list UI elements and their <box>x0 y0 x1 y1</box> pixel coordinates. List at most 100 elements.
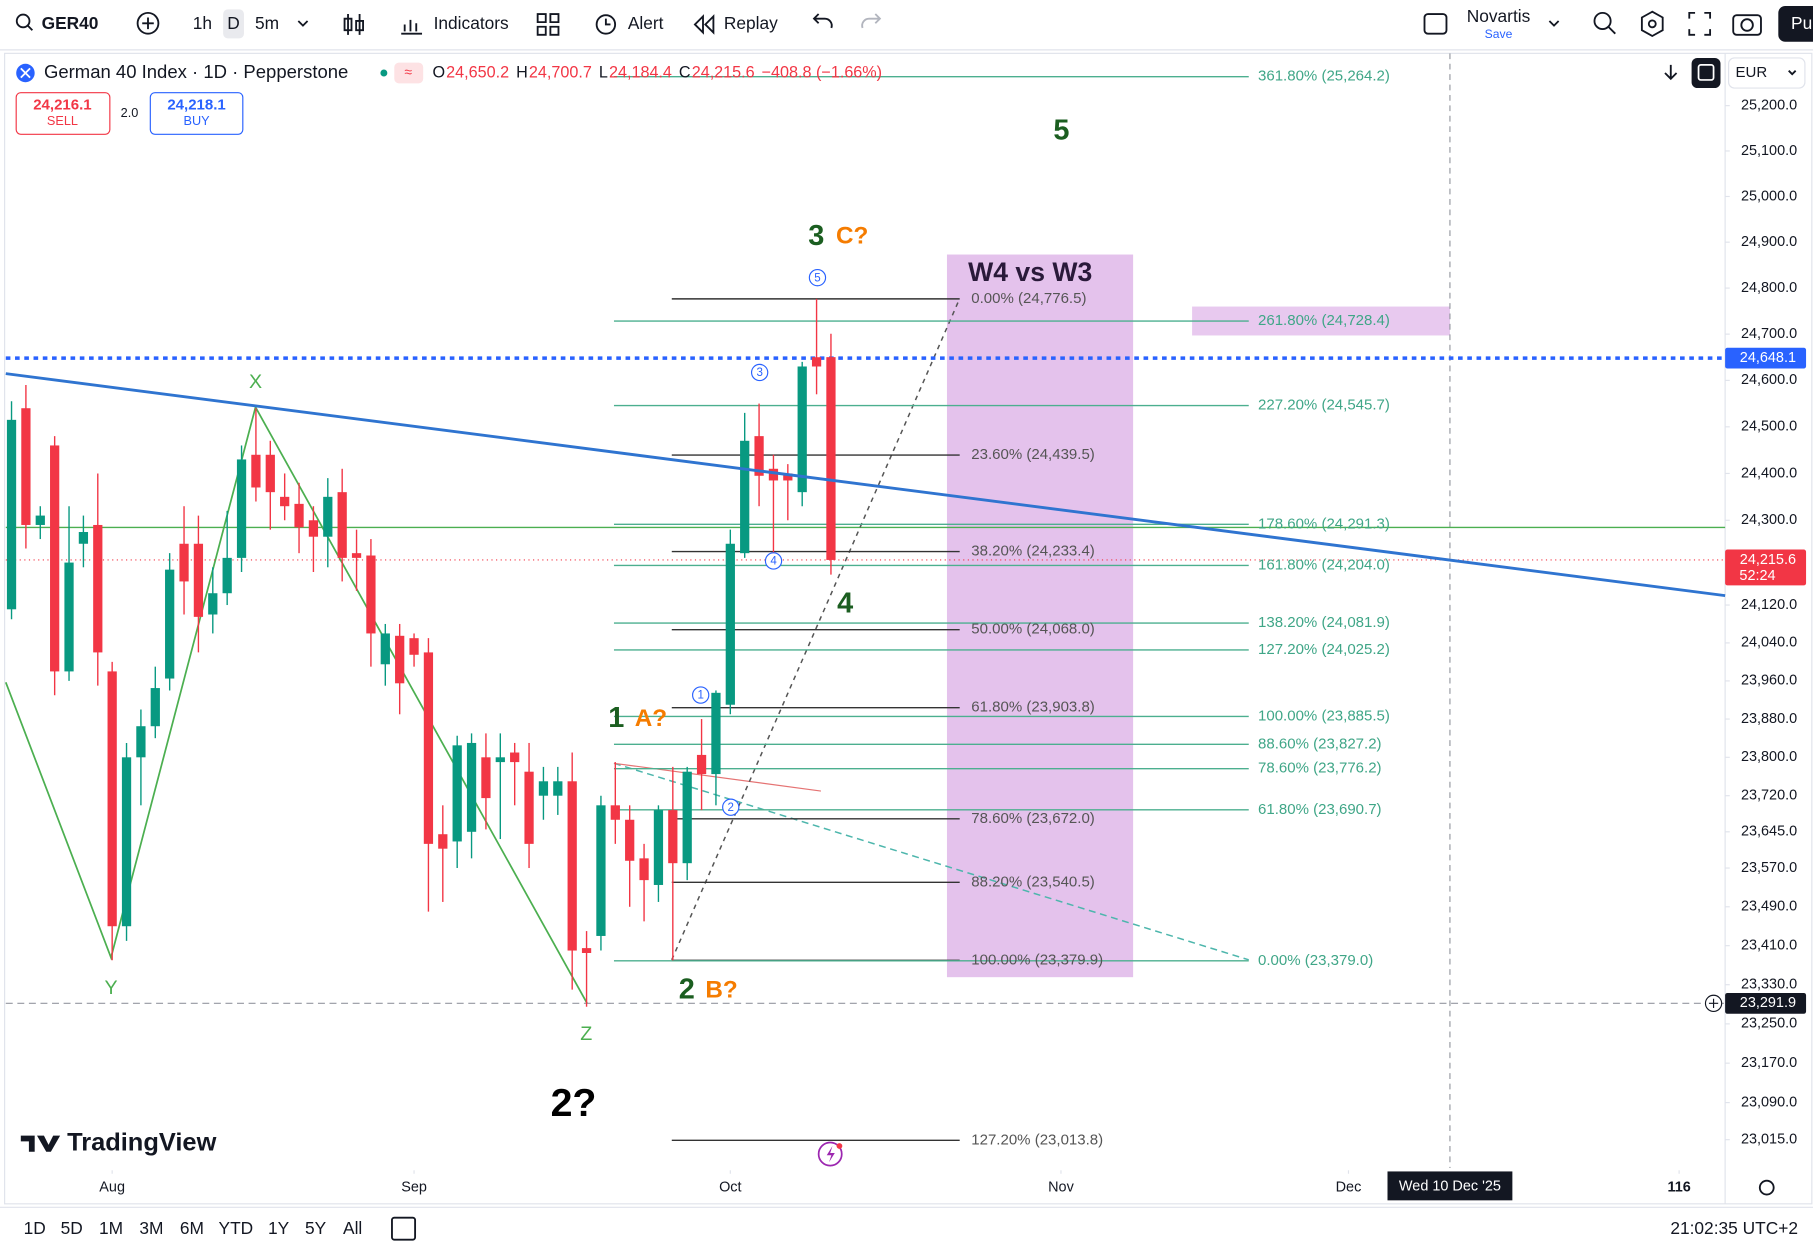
x-tick-label: Nov <box>1048 1179 1074 1195</box>
interval-dropdown[interactable] <box>297 20 309 27</box>
candle-body <box>78 532 89 544</box>
publish-button[interactable]: Pu <box>1791 13 1812 33</box>
symbol[interactable]: GER40 <box>42 13 99 33</box>
range-button[interactable]: 6M <box>180 1218 204 1238</box>
fib-label: 38.20% (24,233.4) <box>971 543 1095 560</box>
fib-label: 78.60% (23,776.2) <box>1258 760 1382 777</box>
publish-button-bg[interactable] <box>1778 5 1813 42</box>
undo[interactable] <box>812 13 833 29</box>
redo[interactable] <box>861 13 882 29</box>
settings-icon[interactable] <box>1640 10 1664 38</box>
x-tick-label: 116 <box>1667 1179 1690 1195</box>
buy-price[interactable]: 24,218.1 <box>167 96 225 113</box>
layout-dropdown[interactable] <box>1548 20 1560 27</box>
search-icon[interactable] <box>15 13 31 29</box>
candle-body <box>121 757 132 927</box>
ohlc-value: 24,700.7 <box>529 63 592 81</box>
y-tick-label: 23,015.0 <box>1741 1132 1797 1148</box>
candle-body <box>725 543 735 705</box>
y-tick-label: 24,900.0 <box>1741 234 1797 250</box>
sell-label[interactable]: SELL <box>47 113 78 128</box>
quick-search[interactable] <box>1593 11 1612 30</box>
axis-controls: EUR <box>1664 57 1806 89</box>
y-tick-label: 23,570.0 <box>1741 860 1797 876</box>
wave-circle-label: 3 <box>756 367 762 379</box>
search-icon-handle <box>27 24 34 31</box>
price-tag <box>1725 549 1807 586</box>
range-button[interactable]: 1M <box>99 1218 123 1238</box>
candle-body <box>6 419 17 610</box>
replay-button[interactable]: Replay <box>724 13 778 33</box>
alert-button[interactable]: Alert <box>628 13 664 33</box>
candle-body <box>351 553 362 558</box>
candle-body <box>395 635 405 684</box>
save-label[interactable]: Save <box>1485 27 1513 41</box>
range-button[interactable]: 1Y <box>268 1218 290 1238</box>
wave-label: 1 <box>608 702 624 734</box>
fullscreen[interactable] <box>1688 11 1712 36</box>
auto-scale[interactable] <box>1691 57 1721 89</box>
candle-body <box>768 468 779 481</box>
templates-icon[interactable] <box>536 13 560 36</box>
candle-body <box>208 593 218 615</box>
buy-button[interactable] <box>149 92 244 135</box>
range-button[interactable]: 1D <box>24 1218 46 1238</box>
axis-settings[interactable] <box>1758 1179 1775 1196</box>
range-button[interactable]: YTD <box>219 1218 254 1238</box>
range-button[interactable]: 5Y <box>305 1218 327 1238</box>
interval[interactable]: D <box>227 13 240 33</box>
fib-label: 88.20% (23,540.5) <box>971 873 1095 890</box>
candle-body <box>495 757 505 763</box>
layout-icon[interactable] <box>1423 13 1448 35</box>
snapshot-lens <box>1740 18 1754 32</box>
wave-label: 4 <box>837 588 853 620</box>
candle-body <box>193 543 204 617</box>
compare-button[interactable] <box>136 11 160 35</box>
indicators-button[interactable]: Indicators <box>434 13 509 33</box>
sell-price[interactable]: 24,216.1 <box>33 96 91 113</box>
ohlc-values: O 24,650.2 H 24,700.7 L 24,184.4 C 24,215.6 −408… <box>432 63 882 81</box>
xyz-zigzag <box>4 404 589 1005</box>
snapshot[interactable] <box>1732 14 1762 36</box>
ohlc-key: H <box>516 63 528 81</box>
scroll-down[interactable] <box>1664 64 1678 81</box>
date-range-icon[interactable] <box>391 1216 417 1241</box>
fib-label: 23.60% (24,439.5) <box>971 446 1095 463</box>
candle-body <box>251 454 261 488</box>
range-button[interactable]: 3M <box>139 1218 163 1238</box>
overlays: W4 vs W3 0.00% (24,776.5) 23.60% (24,439.… <box>5 68 1726 1148</box>
range-button[interactable]: 5D <box>61 1218 83 1238</box>
indicators-icon <box>401 19 423 35</box>
interval[interactable]: 5m <box>255 13 279 33</box>
currency-select[interactable] <box>1728 57 1806 89</box>
buy-label[interactable]: BUY <box>184 113 211 128</box>
watermark-logo <box>20 1135 61 1152</box>
channel-line <box>613 762 822 792</box>
layout-name[interactable]: Novartis <box>1467 6 1531 26</box>
x-tick-label: Dec <box>1336 1179 1362 1195</box>
channel-line <box>613 762 1249 961</box>
chart-frame <box>4 52 1813 1205</box>
wave-label: 5 <box>1053 115 1069 147</box>
plot <box>4 53 1726 1168</box>
wave-circle-label: 5 <box>814 272 820 284</box>
wave-circle-label: 4 <box>770 556 777 568</box>
watermark: TradingView <box>20 1128 217 1156</box>
candle-body <box>308 520 319 537</box>
candle-body <box>136 726 146 758</box>
candle-body <box>366 555 376 634</box>
y-tick-label: 23,800.0 <box>1741 749 1797 765</box>
sell-button[interactable] <box>15 92 111 135</box>
interval[interactable]: 1h <box>193 13 212 33</box>
chart-type-icon[interactable] <box>343 14 364 35</box>
y-tick-label: 25,100.0 <box>1741 143 1797 159</box>
wave-circle <box>750 363 769 382</box>
settings-dot <box>1647 19 1657 29</box>
candle-body <box>797 366 807 493</box>
y-tick-label: 23,170.0 <box>1741 1055 1797 1071</box>
currency[interactable]: EUR <box>1736 64 1768 81</box>
fib-label: 88.60% (23,827.2) <box>1258 735 1382 752</box>
candle-body <box>380 633 390 665</box>
range-button[interactable]: All <box>343 1218 362 1238</box>
candle-body <box>596 805 606 936</box>
